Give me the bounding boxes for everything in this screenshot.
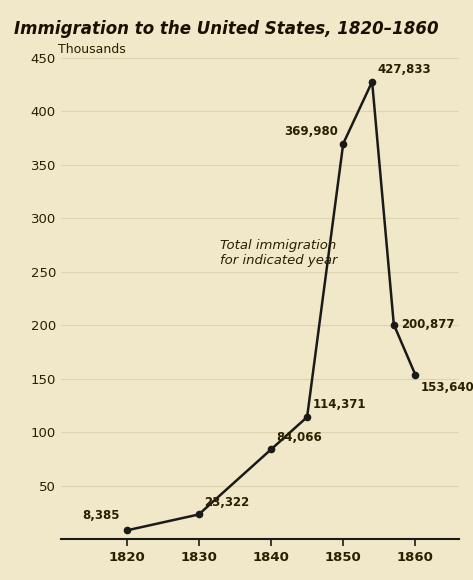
Text: 427,833: 427,833 — [377, 63, 431, 76]
Text: Thousands: Thousands — [58, 42, 125, 56]
Text: 153,640: 153,640 — [421, 380, 473, 394]
Text: 200,877: 200,877 — [401, 318, 454, 331]
Text: 8,385: 8,385 — [82, 509, 120, 522]
Text: Immigration to the United States, 1820–1860: Immigration to the United States, 1820–1… — [14, 20, 439, 38]
Text: Total immigration
for indicated year: Total immigration for indicated year — [220, 239, 338, 267]
Text: 369,980: 369,980 — [284, 125, 338, 138]
Text: 114,371: 114,371 — [313, 398, 366, 411]
Text: 23,322: 23,322 — [204, 496, 250, 509]
Text: 84,066: 84,066 — [277, 431, 322, 444]
